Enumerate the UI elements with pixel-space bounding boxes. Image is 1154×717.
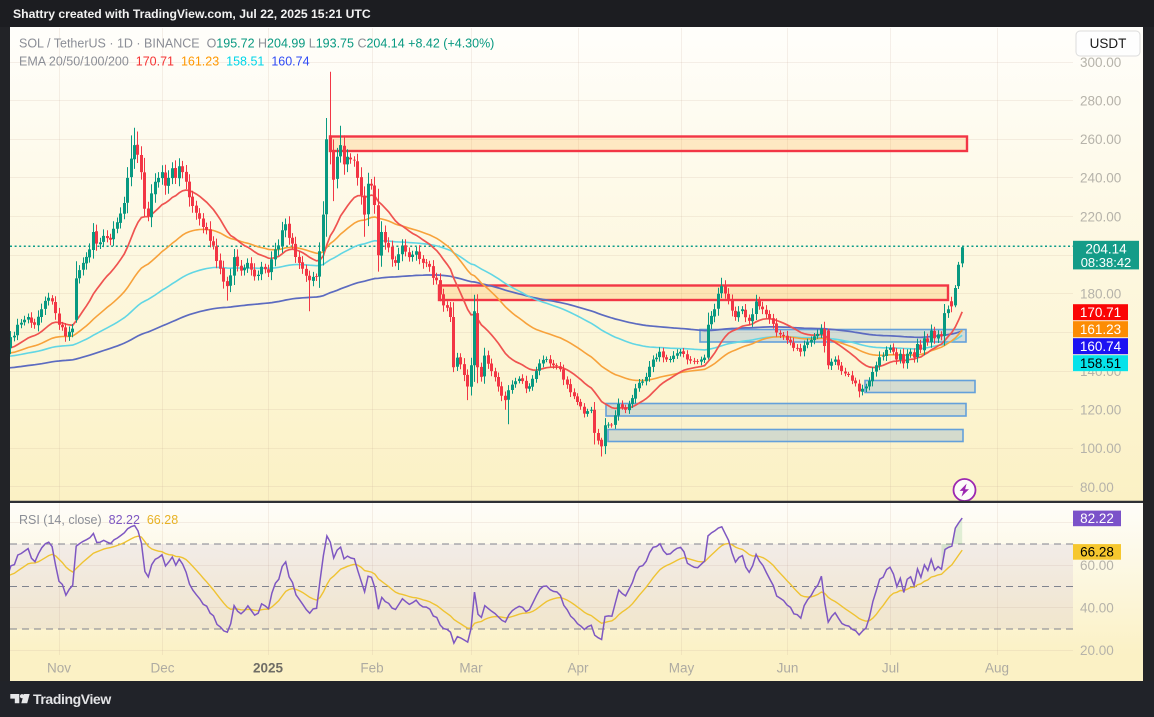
svg-text:2025: 2025	[253, 661, 284, 676]
svg-text:08:38:42: 08:38:42	[1081, 255, 1132, 270]
svg-text:Mar: Mar	[459, 661, 483, 676]
svg-text:Apr: Apr	[567, 661, 589, 676]
svg-text:161.23: 161.23	[1080, 322, 1121, 337]
svg-text:Nov: Nov	[47, 661, 71, 676]
svg-text:240.00: 240.00	[1080, 171, 1121, 186]
svg-text:220.00: 220.00	[1080, 209, 1121, 224]
svg-text:Jul: Jul	[882, 661, 899, 676]
svg-text:80.00: 80.00	[1080, 480, 1114, 495]
svg-text:170.71: 170.71	[1080, 305, 1121, 320]
svg-text:Aug: Aug	[985, 661, 1009, 676]
svg-text:280.00: 280.00	[1080, 93, 1121, 108]
svg-text:SOL / TetherUS · 1D · BINANCE: SOL / TetherUS · 1D · BINANCE O195.72 H2…	[19, 37, 494, 51]
svg-text:160.74: 160.74	[1080, 339, 1122, 354]
svg-text:40.00: 40.00	[1080, 601, 1114, 616]
svg-text:204.14: 204.14	[1085, 242, 1127, 257]
svg-text:300.00: 300.00	[1080, 55, 1121, 70]
svg-text:82.22: 82.22	[1080, 511, 1114, 526]
svg-text:260.00: 260.00	[1080, 132, 1121, 147]
svg-text:Feb: Feb	[360, 661, 383, 676]
svg-text:May: May	[669, 661, 695, 676]
svg-text:120.00: 120.00	[1080, 403, 1121, 418]
svg-text:100.00: 100.00	[1080, 441, 1121, 456]
svg-text:180.00: 180.00	[1080, 287, 1121, 302]
svg-text:20.00: 20.00	[1080, 643, 1114, 658]
svg-text:EMA 20/50/100/200 170.71 161: EMA 20/50/100/200 170.71 161.23 158.51 1…	[19, 55, 310, 69]
svg-text:Dec: Dec	[150, 661, 174, 676]
svg-text:RSI (14, close) 82.22 66.28: RSI (14, close) 82.22 66.28	[19, 513, 178, 527]
svg-text:60.00: 60.00	[1080, 558, 1114, 573]
svg-text:66.28: 66.28	[1080, 545, 1114, 560]
svg-text:Jun: Jun	[777, 661, 799, 676]
svg-text:USDT: USDT	[1090, 36, 1127, 51]
svg-text:158.51: 158.51	[1080, 356, 1121, 371]
